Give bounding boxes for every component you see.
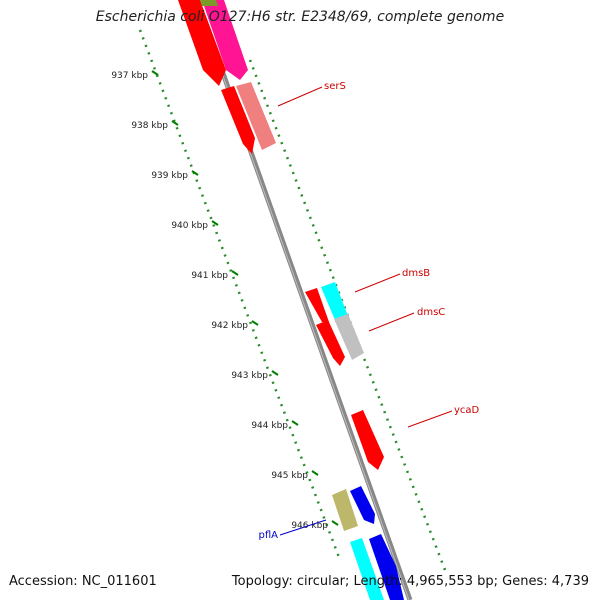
gene-label-dmsB[interactable]: dmsB [402,268,430,279]
tick-label: 944 kbp [251,421,288,431]
accession-text: Accession: NC_011601 [9,574,157,589]
tick-mark [331,520,339,526]
tick-mark [251,320,259,326]
tick-label: 942 kbp [211,321,248,331]
gene-block-top-red [178,0,226,86]
gene-block-salmon [236,82,276,150]
tick-mark [311,470,319,476]
gene-label-pflA[interactable]: pflA [259,530,279,541]
tick-label: 946 kbp [291,521,328,531]
gene-features [178,0,404,600]
gene-label-dmsC[interactable]: dmsC [417,307,445,318]
gene-block-red-2 [305,288,329,322]
tick-label: 938 kbp [131,121,168,131]
tick-label: 943 kbp [231,371,268,381]
tick-label: 945 kbp [271,471,308,481]
gene-block-khaki [332,489,358,531]
gene-block-red-3 [316,320,345,366]
gene-label-group: serS dmsB dmsC ycaD pflA [259,81,480,541]
gene-leader-line [368,312,415,332]
gene-block-red-4 [351,410,384,470]
gene-block-blue-1 [350,486,375,524]
gene-block-red-1 [221,86,255,154]
tick-mark [231,270,239,276]
gene-leader-line [407,410,453,428]
tick-mark [191,170,199,176]
tick-mark [171,120,179,126]
gene-leader-line [277,86,323,107]
tick-label: 941 kbp [191,271,228,281]
genome-summary-text: Topology: circular; Length: 4,965,553 bp… [231,574,589,589]
tick-label: 939 kbp [151,171,188,181]
gene-block-top-olive [200,0,218,6]
gene-block-cyan-2 [350,538,384,600]
gene-leader-line [354,273,401,293]
tick-mark [211,220,219,226]
ruler-track-inner [138,29,342,561]
tick-mark [271,370,279,376]
gene-block-blue-2 [369,534,404,600]
gene-leader-line [279,519,327,536]
tick-mark [291,420,299,426]
genome-title: Escherichia coli O127:H6 str. E2348/69, … [95,9,505,25]
tick-label: 940 kbp [171,221,208,231]
gene-block-cyan-1 [321,282,348,320]
tick-mark [151,70,159,76]
gene-label-serS[interactable]: serS [324,81,346,92]
tick-label: 937 kbp [111,71,148,81]
gene-block-top-pink [202,0,248,80]
tick-group: 937 kbp 938 kbp 939 kbp 940 kbp 941 kbp 942 k… [111,70,339,531]
gene-block-gray [334,314,364,360]
gene-label-ycaD[interactable]: ycaD [454,405,480,416]
